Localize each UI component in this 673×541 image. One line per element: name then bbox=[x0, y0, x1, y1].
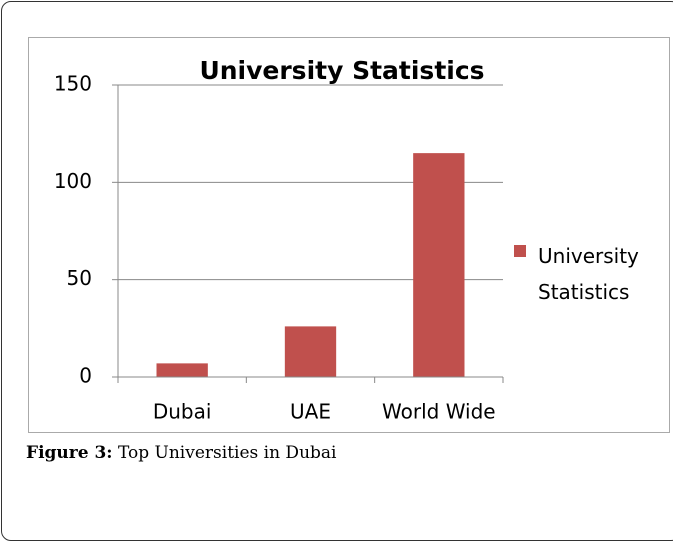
bar bbox=[156, 363, 208, 377]
y-tick-label: 50 bbox=[67, 266, 92, 290]
bar bbox=[413, 153, 465, 377]
caption: Figure 3: Top Universities in Dubai bbox=[26, 443, 336, 463]
chart-title: University Statistics bbox=[199, 56, 484, 85]
y-tick-label: 0 bbox=[79, 364, 92, 388]
chart-box bbox=[28, 37, 670, 433]
caption-text: Top Universities in Dubai bbox=[117, 443, 337, 463]
x-tick-label: Dubai bbox=[153, 400, 212, 424]
bar bbox=[284, 326, 337, 377]
caption-label: Figure 3: bbox=[26, 443, 113, 463]
y-tick-label: 100 bbox=[54, 169, 92, 193]
x-tick-label: UAE bbox=[290, 400, 331, 424]
y-tick-label: 150 bbox=[54, 72, 92, 96]
legend-label: University Statistics bbox=[538, 244, 639, 304]
x-tick-label: World Wide bbox=[382, 400, 496, 424]
legend-swatch bbox=[514, 245, 526, 257]
